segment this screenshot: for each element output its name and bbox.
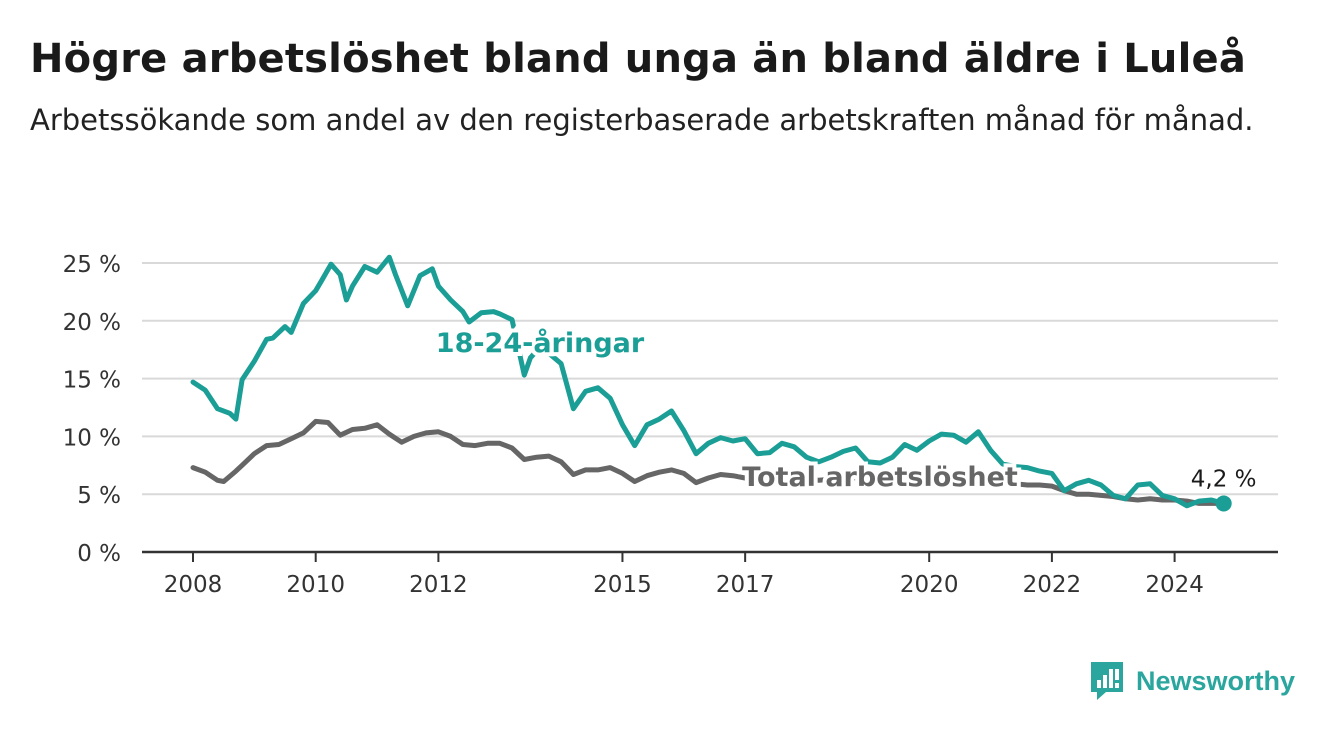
x-tick-label: 2024 [1145,572,1204,598]
series-label-youth: 18-24-åringar [436,327,645,359]
x-axis: 2008 2010 2012 2015 2017 2020 2022 2024 [164,552,1204,598]
chart-title: Högre arbetslöshet bland unga än bland ä… [30,36,1247,82]
x-tick-label: 2022 [1023,572,1082,598]
series-labels: 18-24-åringar Total arbetslöshet 4,2 % [432,323,1257,512]
y-tick-label: 0 % [77,541,121,567]
brand-name: Newsworthy [1136,665,1296,696]
series-line-total [190,418,1227,506]
newsworthy-logo-icon [1091,662,1123,700]
y-tick-label: 15 % [63,368,121,394]
brand: Newsworthy [1088,660,1295,702]
end-value-label: 4,2 % [1191,466,1257,492]
series-line-youth [190,254,1227,509]
series-label-total: Total arbetslöshet [742,462,1018,493]
y-axis: 0 % 5 % 10 % 15 % 20 % 25 % [63,252,1278,567]
y-tick-label: 20 % [63,310,121,336]
series-lines [190,254,1227,509]
x-tick-label: 2010 [286,572,345,598]
y-tick-label: 5 % [77,483,121,509]
x-tick-label: 2020 [900,572,959,598]
x-tick-label: 2008 [164,572,223,598]
x-tick-label: 2017 [716,572,775,598]
end-point-marker [1215,495,1232,512]
x-tick-label: 2012 [409,572,468,598]
y-tick-label: 10 % [63,425,121,451]
x-tick-label: 2015 [593,572,652,598]
y-tick-label: 25 % [63,252,121,278]
chart-subtitle: Arbetssökande som andel av den registerb… [30,103,1254,137]
